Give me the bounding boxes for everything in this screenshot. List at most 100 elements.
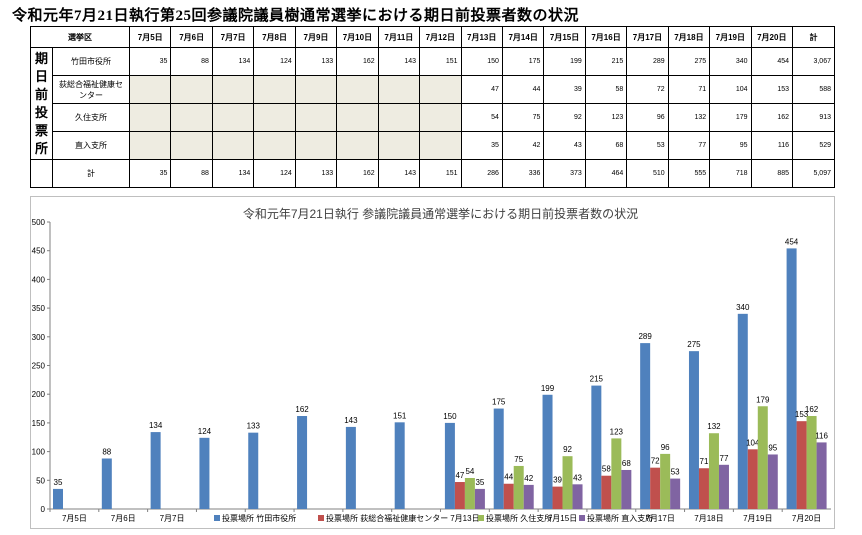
table-cell: 54 bbox=[460, 103, 503, 132]
row-label: 計 bbox=[52, 159, 130, 188]
table-cell: 153 bbox=[750, 75, 794, 104]
table-row: 期 日 前 投 票 所竹田市役所 35 88 134 124 133 162 143 151 15… bbox=[30, 47, 835, 160]
bar bbox=[670, 478, 681, 509]
table-cell: 555 bbox=[667, 159, 711, 188]
data-label: 153 bbox=[795, 410, 809, 419]
data-label: 289 bbox=[638, 332, 652, 341]
table-cell: 77 bbox=[667, 131, 711, 160]
data-label: 71 bbox=[700, 457, 709, 466]
table-cell: 373 bbox=[543, 159, 586, 188]
table-cell: 143 bbox=[377, 47, 421, 76]
data-label: 162 bbox=[805, 405, 819, 414]
bar bbox=[493, 408, 504, 509]
table-cell bbox=[211, 75, 255, 104]
data-label: 53 bbox=[671, 468, 680, 477]
bar bbox=[53, 488, 63, 509]
data-label: 133 bbox=[247, 422, 261, 431]
table-total-header: 計 bbox=[792, 26, 835, 48]
row-label: 荻総合福祉健康センター bbox=[52, 75, 130, 104]
data-label: 116 bbox=[815, 431, 828, 440]
table-cell bbox=[336, 75, 379, 104]
bar bbox=[150, 432, 161, 509]
table-cell: 95 bbox=[709, 131, 752, 160]
table-cell: 42 bbox=[501, 131, 545, 160]
bar bbox=[601, 475, 612, 509]
y-tick-label: 100 bbox=[32, 448, 46, 457]
table-date-header: 7月17日 bbox=[626, 26, 669, 48]
table-cell: 340 bbox=[709, 47, 752, 76]
x-tick-label: 7月19日 bbox=[743, 514, 772, 523]
table-cell: 47 bbox=[460, 75, 503, 104]
y-tick-label: 150 bbox=[32, 419, 46, 428]
table-cell: 162 bbox=[750, 103, 794, 132]
table-cell: 175 bbox=[501, 47, 545, 76]
bar bbox=[454, 482, 465, 509]
table-cell bbox=[419, 103, 462, 132]
table-cell: 454 bbox=[750, 47, 794, 76]
table-date-header: 7月5日 bbox=[128, 26, 172, 48]
data-label: 58 bbox=[602, 465, 611, 474]
x-tick-label: 7月7日 bbox=[160, 514, 185, 523]
row-total: 913 bbox=[792, 103, 835, 132]
row-total: 5,097 bbox=[792, 159, 835, 188]
data-label: 151 bbox=[393, 411, 407, 420]
row-total: 3,067 bbox=[792, 47, 835, 76]
y-tick-label: 200 bbox=[32, 390, 46, 399]
table-cell: 150 bbox=[460, 47, 503, 76]
table-cell: 35 bbox=[128, 47, 172, 76]
table-cell: 88 bbox=[170, 159, 213, 188]
table-cell: 92 bbox=[543, 103, 586, 132]
table-cell bbox=[294, 131, 338, 160]
bar bbox=[767, 454, 778, 509]
bar bbox=[718, 464, 729, 509]
table-cell: 133 bbox=[294, 159, 338, 188]
legend-swatch bbox=[214, 515, 220, 521]
table-cell: 68 bbox=[584, 131, 628, 160]
bar bbox=[806, 416, 817, 509]
table-cell: 39 bbox=[543, 75, 586, 104]
table-cell: 162 bbox=[336, 159, 379, 188]
data-label: 47 bbox=[455, 471, 464, 480]
data-label: 96 bbox=[661, 443, 670, 452]
data-label: 104 bbox=[746, 438, 760, 447]
data-label: 134 bbox=[149, 421, 163, 430]
table-cell: 35 bbox=[128, 159, 172, 188]
table-cell: 143 bbox=[377, 159, 421, 188]
bar bbox=[640, 343, 651, 509]
bar bbox=[345, 426, 356, 509]
table-date-header: 7月13日 bbox=[460, 26, 503, 48]
table-cell bbox=[377, 103, 421, 132]
bar bbox=[591, 385, 602, 509]
data-label: 75 bbox=[514, 455, 523, 464]
bar bbox=[503, 483, 514, 509]
row-label: 久住支所 bbox=[52, 103, 130, 132]
y-tick-label: 250 bbox=[32, 362, 46, 371]
bar bbox=[737, 313, 748, 509]
table-cell: 123 bbox=[584, 103, 628, 132]
table-date-header: 7月16日 bbox=[584, 26, 628, 48]
table-date-header: 7月8日 bbox=[253, 26, 296, 48]
table-cell: 104 bbox=[709, 75, 752, 104]
table-cell: 134 bbox=[211, 47, 255, 76]
row-label: 竹田市役所 bbox=[52, 47, 130, 76]
bar bbox=[394, 422, 405, 509]
table-cell: 53 bbox=[626, 131, 669, 160]
table-cell: 286 bbox=[460, 159, 503, 188]
table-cell bbox=[211, 103, 255, 132]
data-label: 88 bbox=[102, 447, 111, 456]
data-label: 162 bbox=[295, 405, 309, 414]
x-tick-label: 7月6日 bbox=[111, 514, 136, 523]
legend-label: 投票場所 竹田市役所 bbox=[222, 513, 296, 523]
legend-swatch bbox=[318, 515, 324, 521]
table-cell: 88 bbox=[170, 47, 213, 76]
legend-label: 投票場所 荻総合福祉健康センター bbox=[326, 513, 448, 523]
data-label: 68 bbox=[622, 459, 631, 468]
table-date-header: 7月15日 bbox=[543, 26, 586, 48]
bar-chart: 令和元年7月21日執行 参議院議員通常選挙における期日前投票者数の状況 0 50 10… bbox=[32, 206, 831, 523]
data-label: 215 bbox=[590, 375, 604, 384]
table-cell: 885 bbox=[750, 159, 794, 188]
table-cell: 199 bbox=[543, 47, 586, 76]
chart-area: 令和元年7月21日執行 参議院議員通常選挙における期日前投票者数の状況 0 50 10… bbox=[30, 196, 835, 529]
bar bbox=[523, 484, 534, 509]
data-label: 54 bbox=[465, 467, 474, 476]
